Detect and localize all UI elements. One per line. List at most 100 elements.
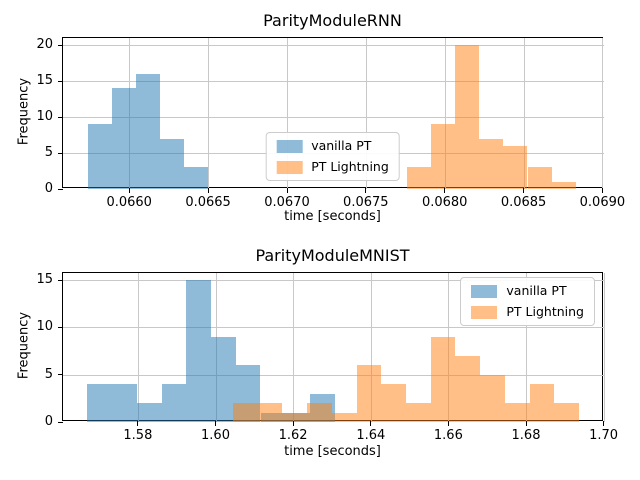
y-tick-mark: [58, 152, 63, 154]
histogram-bar-pt-lightning: [232, 403, 258, 422]
x-tick-label: 1.62: [278, 428, 308, 443]
y-tick-label: 10: [36, 109, 53, 125]
x-tick-label: 1.68: [511, 428, 541, 443]
y-tick-label: 5: [44, 366, 53, 382]
x-tick-label: 0.0670: [264, 195, 310, 210]
histogram-bar-pt-lightning: [551, 181, 576, 189]
gridline-horizontal: [63, 280, 604, 282]
legend-label: PT Lightning: [506, 304, 584, 319]
histogram-bar-vanilla-pt: [186, 280, 212, 422]
gridline-vertical: [444, 38, 446, 189]
x-tick-mark: [207, 188, 209, 193]
y-tick-label: 0: [44, 181, 53, 196]
histogram-bar-pt-lightning: [503, 145, 528, 189]
histogram-bar-pt-lightning: [257, 403, 283, 422]
histogram-bar-pt-lightning: [406, 167, 431, 189]
x-tick-mark: [447, 421, 449, 426]
y-tick-mark: [58, 279, 63, 281]
gridline-vertical: [137, 273, 139, 422]
x-tick-mark: [128, 188, 130, 193]
chart-title-mnist: ParityModuleMNIST: [255, 246, 410, 265]
y-tick-mark: [58, 374, 63, 376]
y-tick-mark: [58, 80, 63, 82]
legend-swatch-pt-lightning: [276, 160, 303, 174]
legend-swatch-vanilla-pt: [471, 284, 498, 298]
y-tick-mark: [58, 326, 63, 328]
histogram-bar-vanilla-pt: [87, 384, 113, 422]
x-tick-label: 1.70: [589, 428, 619, 443]
gridline-vertical: [208, 38, 210, 189]
x-tick-label: 1.60: [201, 428, 230, 443]
legend-label: vanilla PT: [311, 138, 372, 153]
gridline-vertical: [293, 273, 295, 422]
x-tick-mark: [525, 421, 527, 426]
histogram-bar-pt-lightning: [554, 403, 580, 422]
legend-entry: PT Lightning: [471, 305, 584, 319]
x-tick-label: 1.66: [433, 428, 463, 443]
legend: vanilla PT PT Lightning: [265, 132, 400, 181]
y-tick-mark: [58, 421, 63, 423]
gridline-horizontal: [63, 81, 604, 83]
histogram-bar-pt-lightning: [406, 403, 431, 422]
y-tick-label: 20: [36, 37, 53, 53]
histogram-bar-pt-lightning: [455, 355, 481, 422]
y-tick-mark: [58, 116, 63, 118]
histogram-bar-pt-lightning: [430, 124, 456, 189]
y-tick-label: 10: [36, 319, 53, 335]
x-tick-mark: [370, 421, 372, 426]
axes-parity-module-mnist: 1.58 1.60 1.62 1.64 1.66 1.68 1.70 0 5 10 15 vanill…: [36, 272, 618, 443]
histogram-bar-pt-lightning: [480, 374, 505, 422]
histogram-bar-pt-lightning: [527, 167, 552, 189]
y-tick-mark: [58, 44, 63, 46]
legend-swatch-pt-lightning: [471, 305, 498, 319]
axes-parity-module-rnn: 0.0660 0.0665 0.0670 0.0675 0.0680 0.0685 0.06…: [36, 37, 625, 210]
x-tick-label: 0.0660: [106, 195, 152, 210]
histogram-bar-pt-lightning: [381, 384, 407, 422]
gridline-horizontal: [63, 45, 604, 47]
legend-entry: PT Lightning: [276, 160, 389, 174]
x-tick-mark: [215, 421, 216, 426]
histogram-bar-pt-lightning: [430, 336, 456, 422]
histogram-bar-vanilla-pt: [136, 73, 161, 189]
x-tick-mark: [286, 188, 288, 193]
x-tick-label: 0.0690: [579, 195, 626, 210]
y-tick-label: 15: [36, 272, 53, 288]
histogram-bar-pt-lightning: [479, 138, 504, 189]
legend-entry: vanilla PT: [471, 284, 584, 298]
gridline-vertical: [602, 38, 604, 189]
histogram-bar-pt-lightning: [455, 45, 480, 189]
x-tick-mark: [365, 188, 367, 193]
histogram-bar-vanilla-pt: [136, 403, 162, 422]
histogram-bar-pt-lightning: [331, 412, 357, 422]
x-tick-label: 0.0665: [185, 195, 231, 210]
x-tick-mark: [603, 421, 605, 426]
gridline-vertical: [287, 38, 288, 189]
x-tick-label: 0.0680: [421, 195, 468, 210]
histogram-bar-pt-lightning: [282, 412, 308, 422]
legend: vanilla PT PT Lightning: [460, 277, 595, 326]
legend-label: vanilla PT: [506, 283, 567, 298]
histogram-bar-pt-lightning: [307, 403, 332, 422]
x-tick-label: 0.0675: [343, 195, 389, 210]
legend-label: PT Lightning: [311, 159, 389, 174]
y-axis-label-bottom: Frequency: [16, 311, 32, 380]
x-tick-label: 0.0685: [500, 195, 547, 210]
histogram-bar-vanilla-pt: [184, 167, 209, 189]
x-tick-mark: [292, 421, 294, 426]
histogram-bar-vanilla-pt: [211, 336, 236, 422]
y-tick-label: 15: [36, 73, 53, 89]
y-tick-label: 5: [44, 145, 53, 160]
histogram-bar-vanilla-pt: [160, 138, 185, 189]
legend-swatch-vanilla-pt: [276, 139, 303, 153]
gridline-horizontal: [63, 327, 604, 329]
gridline-horizontal: [63, 117, 604, 119]
x-tick-mark: [137, 421, 139, 426]
chart-title-rnn: ParityModuleRNN: [263, 11, 402, 30]
legend-entry: vanilla PT: [276, 139, 389, 153]
x-axis-label-bottom: time [seconds]: [284, 444, 381, 459]
y-tick-label: 0: [44, 414, 53, 429]
histogram-bar-vanilla-pt: [161, 384, 187, 422]
gridline-vertical: [603, 273, 605, 422]
x-axis-label-top: time [seconds]: [284, 209, 381, 224]
